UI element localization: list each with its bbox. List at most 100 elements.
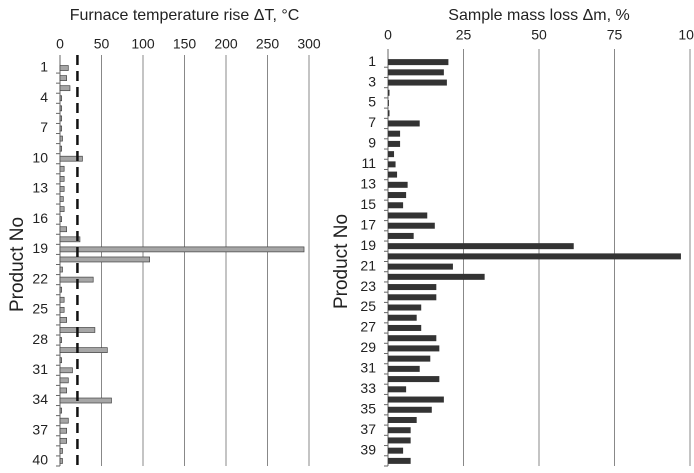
- y-tick-label: 1: [40, 59, 48, 75]
- bar: [388, 100, 389, 107]
- y-tick-label: 16: [32, 210, 48, 226]
- bar: [388, 324, 422, 331]
- x-tick-label: 50: [531, 27, 547, 43]
- y-tick-label: 29: [360, 339, 376, 355]
- bar: [388, 59, 449, 66]
- y-axis-title: Product No: [331, 214, 352, 309]
- bar: [388, 447, 404, 454]
- bar: [59, 135, 63, 142]
- bar: [59, 95, 63, 102]
- bar: [59, 115, 63, 122]
- y-tick-label: 40: [32, 452, 48, 468]
- bar: [59, 236, 81, 243]
- y-tick-label: 17: [360, 216, 376, 232]
- bar: [388, 232, 414, 239]
- bar: [59, 286, 63, 293]
- y-tick-label: 9: [368, 135, 376, 151]
- bar: [59, 296, 65, 303]
- y-tick-label: 10: [32, 149, 48, 165]
- bar: [388, 151, 395, 158]
- bar: [59, 246, 305, 253]
- bar: [388, 457, 411, 464]
- bar: [59, 145, 63, 152]
- bar: [59, 165, 65, 172]
- bar: [59, 85, 71, 92]
- bar: [388, 284, 437, 291]
- bar: [388, 202, 404, 209]
- bar: [59, 448, 63, 454]
- bar: [59, 437, 67, 444]
- y-tick-label: 7: [368, 114, 376, 130]
- x-tick-label: 200: [214, 36, 238, 52]
- bar: [59, 125, 63, 132]
- y-tick-label: 13: [32, 180, 48, 196]
- x-tick-label: 250: [256, 36, 280, 52]
- bar: [59, 357, 63, 364]
- y-tick-label: 5: [368, 94, 376, 110]
- y-tick-label: 35: [360, 400, 376, 416]
- y-tick-label: 11: [361, 155, 376, 171]
- bar: [388, 212, 428, 219]
- bar: [59, 206, 65, 212]
- bar: [59, 155, 83, 162]
- bar: [388, 120, 420, 127]
- bar: [59, 105, 63, 112]
- bar: [388, 376, 440, 383]
- y-tick-label: 27: [360, 319, 376, 335]
- bar: [59, 266, 63, 273]
- bar: [59, 337, 63, 343]
- bar: [388, 386, 407, 393]
- y-tick-label: 3: [368, 73, 376, 89]
- y-tick-label: 25: [32, 301, 48, 317]
- bar: [59, 306, 65, 313]
- x-tick-label: 100: [678, 27, 694, 43]
- y-tick-label: 23: [360, 278, 376, 294]
- bar: [388, 222, 435, 229]
- y-tick-label: 37: [32, 421, 48, 437]
- bar: [59, 347, 108, 353]
- bar: [388, 437, 411, 444]
- bar: [59, 256, 150, 263]
- x-tick-label: 100: [131, 36, 155, 52]
- bar: [388, 130, 401, 137]
- bar: [388, 243, 574, 250]
- bar: [388, 406, 432, 413]
- chart-title: Furnace temperature rise ΔT, °C: [70, 7, 300, 24]
- bar: [388, 365, 420, 372]
- bar: [59, 397, 112, 404]
- bar: [388, 171, 398, 178]
- bar: [388, 79, 447, 86]
- bar: [388, 161, 396, 168]
- y-tick-label: 19: [32, 240, 48, 256]
- bar: [59, 377, 69, 384]
- y-tick-label: 33: [360, 380, 376, 396]
- bar: [388, 335, 437, 342]
- bar: [59, 317, 67, 323]
- x-tick-label: 300: [297, 36, 321, 52]
- bar: [388, 396, 444, 403]
- x-tick-label: 0: [384, 27, 392, 43]
- y-tick-label: 7: [40, 119, 48, 135]
- bar: [59, 65, 69, 71]
- bar: [388, 192, 407, 199]
- bar: [388, 253, 681, 260]
- bar: [388, 181, 408, 188]
- y-axis-title: Product No: [7, 217, 28, 312]
- bar: [388, 345, 440, 352]
- y-tick-label: 31: [360, 360, 376, 376]
- y-tick-label: 34: [32, 391, 48, 407]
- bar: [59, 226, 67, 233]
- bar: [59, 417, 69, 424]
- bar: [388, 427, 411, 434]
- bar: [59, 196, 64, 202]
- bar: [59, 367, 73, 374]
- bar: [59, 176, 65, 182]
- x-tick-label: 0: [56, 36, 64, 52]
- y-tick-label: 31: [32, 361, 48, 377]
- y-tick-label: 39: [360, 441, 376, 457]
- bar: [388, 89, 390, 96]
- y-tick-label: 13: [360, 176, 376, 192]
- y-tick-label: 19: [360, 237, 376, 253]
- y-tick-label: 21: [360, 257, 376, 273]
